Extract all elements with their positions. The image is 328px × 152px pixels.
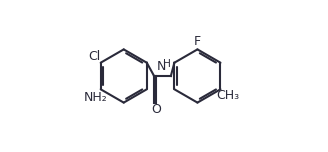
Text: H: H: [163, 59, 171, 69]
Text: NH₂: NH₂: [84, 91, 107, 104]
Text: Cl: Cl: [89, 50, 101, 63]
Text: N: N: [157, 60, 166, 73]
Text: O: O: [151, 103, 161, 116]
Text: CH₃: CH₃: [216, 89, 239, 102]
Text: F: F: [194, 35, 201, 48]
